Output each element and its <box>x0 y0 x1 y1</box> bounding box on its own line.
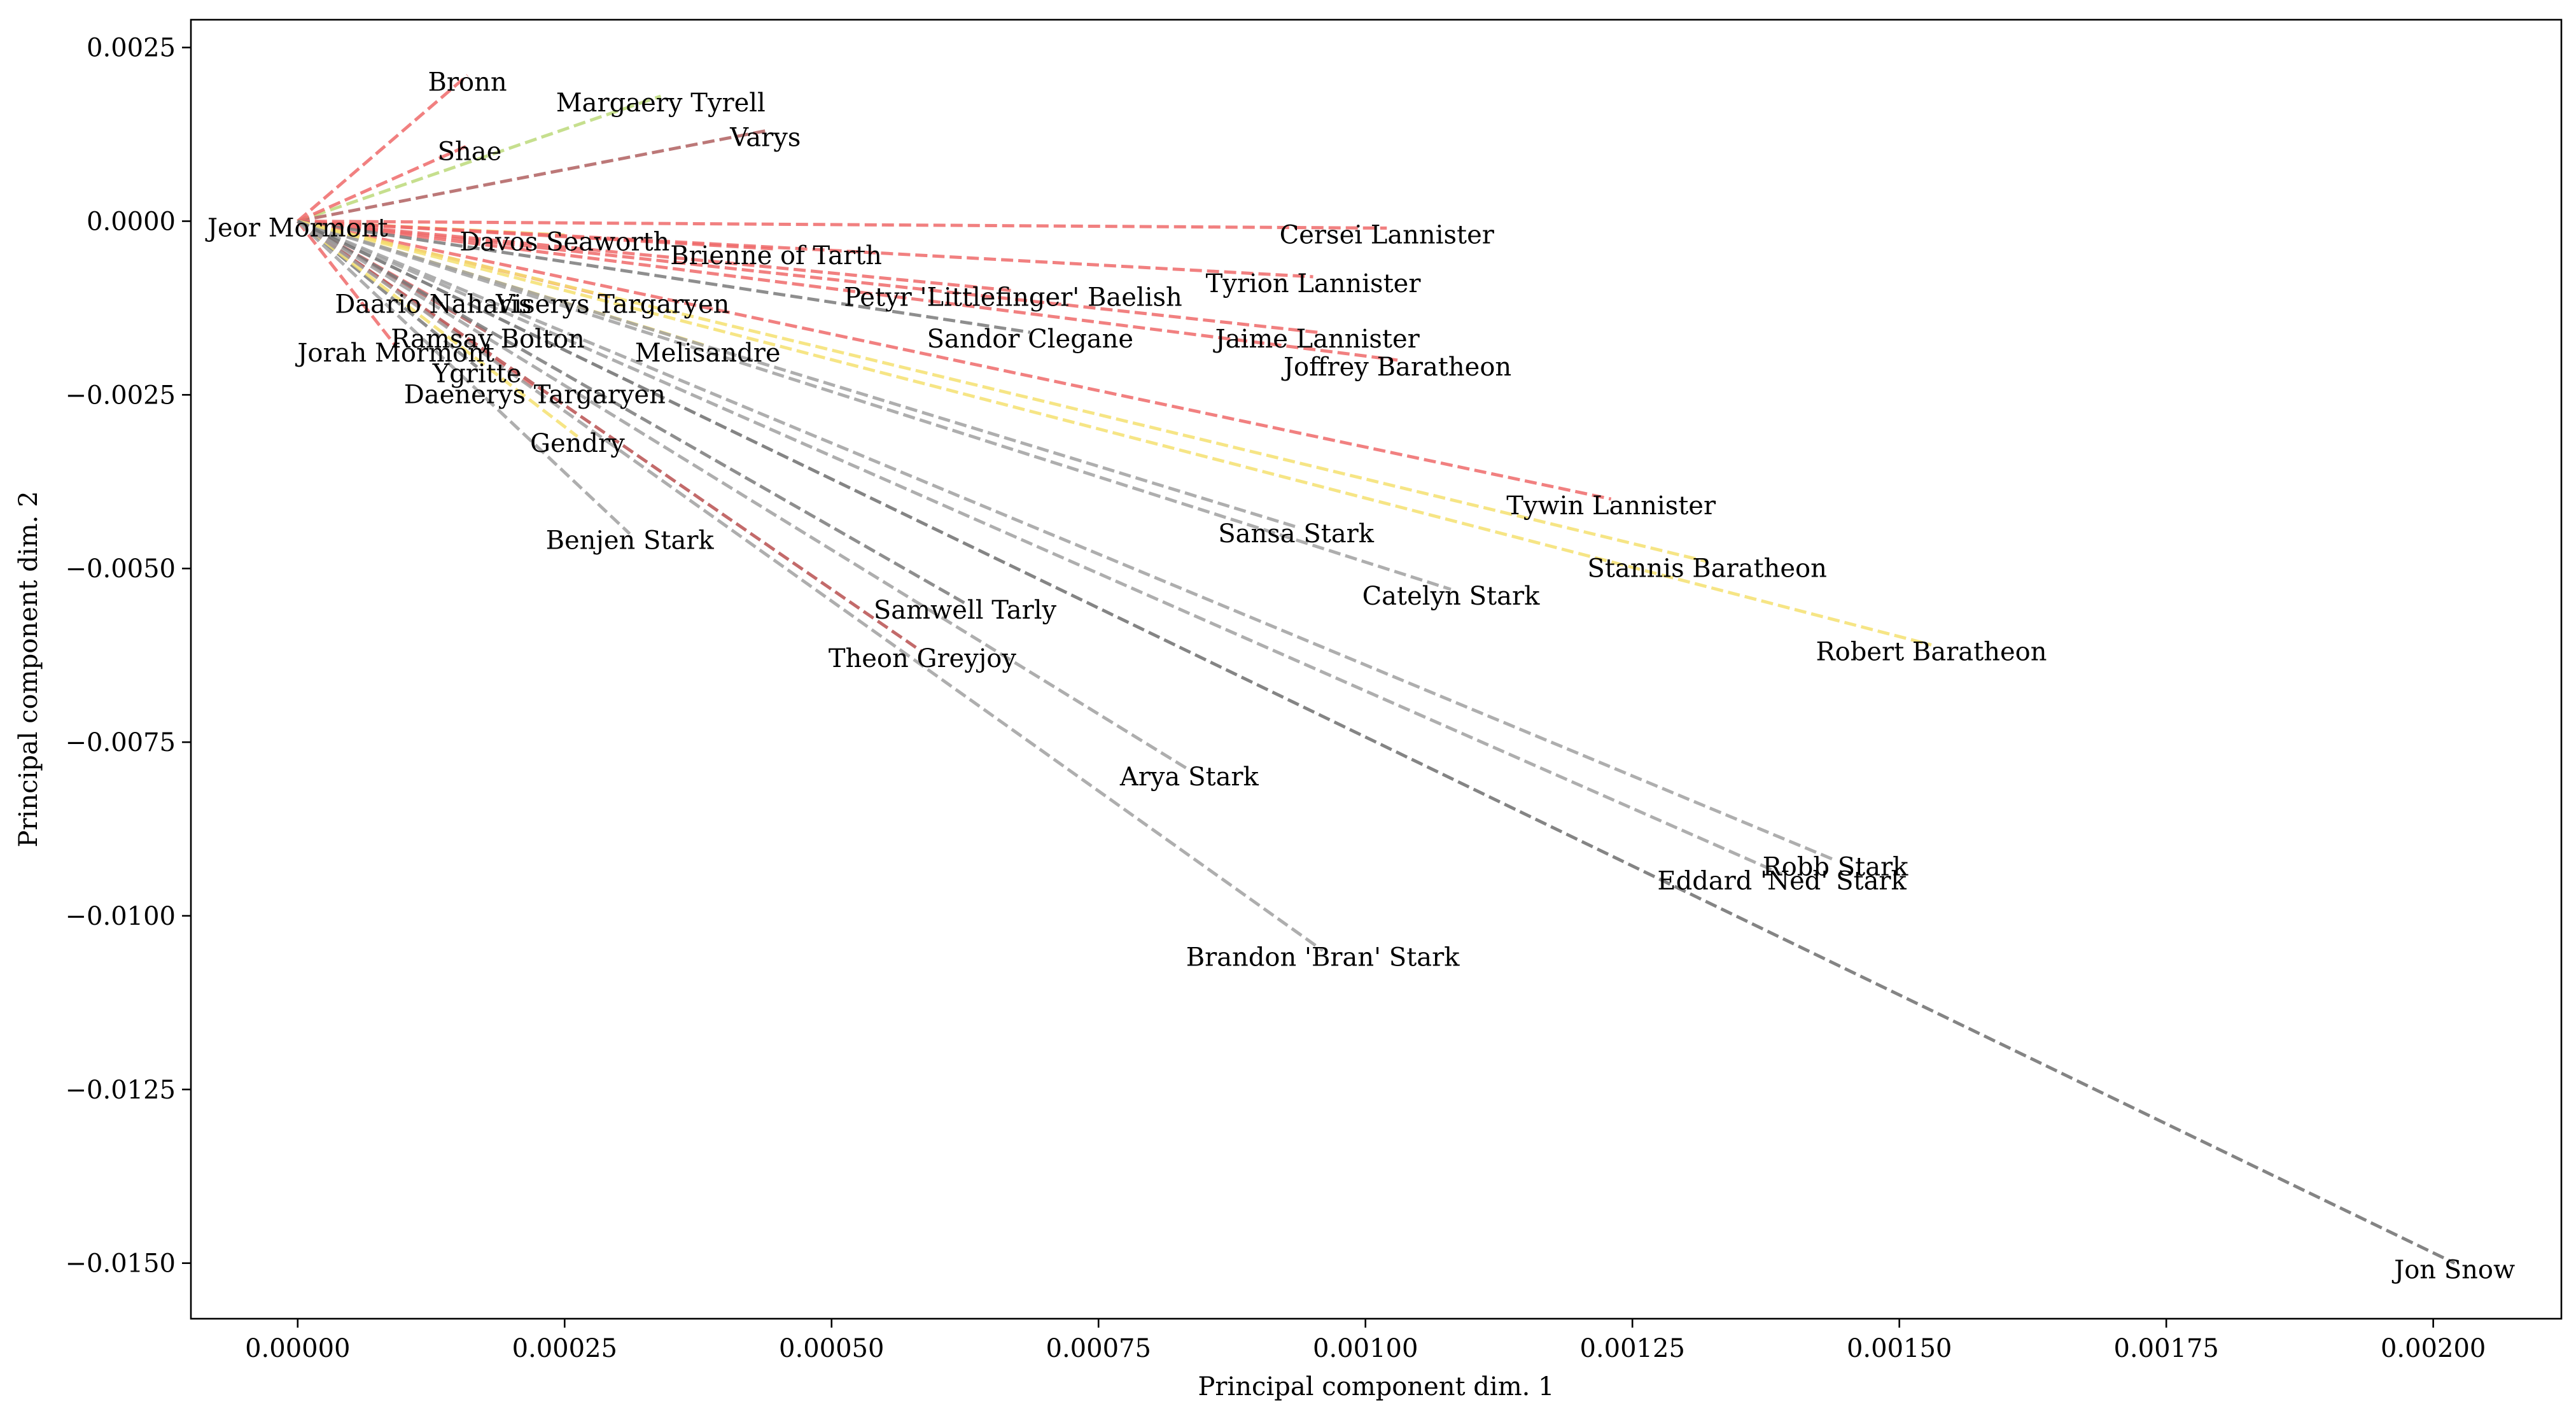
point-labels: Bronn Margaery Tyrell Varys Shae Jeor Mormon… <box>205 67 2515 1284</box>
x-tick-label-2: 0.00050 <box>779 1334 884 1363</box>
ray-lines <box>296 74 2456 1265</box>
y-axis: 0.0025 0.0000 −0.0025 −0.0050 −0.0075 −0.0100… <box>66 34 191 1279</box>
ray-22 <box>297 220 1297 529</box>
y-tick-label-0: 0.0025 <box>87 34 176 63</box>
ray-33 <box>297 220 2456 1265</box>
point-label-12: Jaime Lannister <box>1213 325 1420 354</box>
ray-23 <box>297 220 1708 563</box>
y-tick-label-7: −0.0150 <box>66 1249 176 1279</box>
x-tick-label-7: 0.00175 <box>2113 1334 2218 1363</box>
plot-frame <box>190 18 2563 1320</box>
point-label-15: Melisandre <box>635 339 781 368</box>
ray-1 <box>297 94 662 223</box>
ray-17 <box>296 220 398 347</box>
ray-28 <box>297 220 923 654</box>
y-tick-label-2: −0.0025 <box>66 381 176 410</box>
point-label-24: Catelyn Stark <box>1362 582 1541 611</box>
point-label-11: Daario Naharis <box>335 290 531 319</box>
point-label-17: Jorah Mormont <box>295 339 494 368</box>
point-label-25: Robert Baratheon <box>1816 637 2047 666</box>
ray-26 <box>297 220 631 535</box>
point-label-8: Tyrion Lannister <box>1206 269 1422 298</box>
point-label-5: Davos Seaworth <box>459 227 669 256</box>
ray-32 <box>297 220 1324 952</box>
point-label-3: Shae <box>438 137 502 166</box>
point-label-9: Petyr 'Littlefinger' Baelish <box>844 283 1182 312</box>
point-label-33: Jon Snow <box>2391 1256 2515 1285</box>
x-tick-label-1: 0.00025 <box>512 1334 617 1363</box>
ray-24 <box>297 220 1452 591</box>
ray-2 <box>297 129 766 223</box>
y-tick-label-3: −0.0050 <box>66 554 176 584</box>
point-label-14: Sandor Clegane <box>927 325 1134 354</box>
ray-3 <box>297 143 470 223</box>
point-label-16: Ramsay Bolton <box>391 325 585 354</box>
point-label-7: Brienne of Tarth <box>670 241 882 270</box>
x-tick-label-5: 0.00125 <box>1579 1334 1684 1363</box>
x-axis: 0.00000 0.00025 0.00050 0.00075 0.00100 0.001… <box>245 1319 2486 1363</box>
y-tick-label-4: −0.0075 <box>66 728 176 757</box>
ray-27 <box>297 220 966 605</box>
ray-14 <box>297 220 1031 334</box>
point-label-30: Robb Stark <box>1763 853 1909 882</box>
point-label-4: Jeor Mormont <box>205 214 388 243</box>
ray-13 <box>297 220 1398 362</box>
point-label-20: Gendry <box>530 429 625 458</box>
point-label-29: Arya Stark <box>1119 762 1259 792</box>
point-label-18: Ygritte <box>432 360 522 389</box>
y-tick-label-6: −0.0125 <box>66 1076 176 1105</box>
x-axis-label: Principal component dim. 1 <box>1198 1372 1554 1401</box>
point-label-10: Viserys Targaryen <box>495 290 729 319</box>
point-label-0: Bronn <box>428 67 507 97</box>
y-tick-label-1: 0.0000 <box>87 207 176 237</box>
point-label-27: Samwell Tarly <box>874 596 1057 625</box>
point-label-21: Tywin Lannister <box>1506 491 1716 521</box>
point-label-32: Brandon 'Bran' Stark <box>1186 943 1460 972</box>
point-label-6: Cersei Lannister <box>1280 220 1495 249</box>
y-tick-label-5: −0.0100 <box>66 902 176 931</box>
x-tick-label-0: 0.00000 <box>245 1334 350 1363</box>
point-label-23: Stannis Baratheon <box>1587 554 1826 583</box>
ray-8 <box>297 220 1313 279</box>
ray-20 <box>297 220 578 438</box>
x-tick-label-8: 0.00200 <box>2381 1334 2486 1363</box>
point-label-22: Sansa Stark <box>1218 519 1375 549</box>
point-label-19: Daenerys Targaryen <box>404 380 666 409</box>
point-label-31: Eddard 'Ned' Stark <box>1657 866 1907 895</box>
point-label-26: Benjen Stark <box>546 526 715 556</box>
ray-21 <box>297 220 1612 501</box>
ray-6 <box>297 220 1387 230</box>
point-label-1: Margaery Tyrell <box>556 88 766 118</box>
y-axis-label: Principal component dim. 2 <box>14 491 43 847</box>
ray-30 <box>297 220 1836 862</box>
ray-0 <box>297 74 469 223</box>
point-label-28: Theon Greyjoy <box>829 644 1017 673</box>
ray-31 <box>297 220 1783 876</box>
point-label-2: Varys <box>729 123 801 153</box>
ray-29 <box>297 220 1191 771</box>
x-tick-label-4: 0.00100 <box>1313 1334 1418 1363</box>
ray-25 <box>297 220 1932 647</box>
point-label-13: Joffrey Baratheon <box>1281 353 1511 382</box>
x-tick-label-3: 0.00075 <box>1046 1334 1151 1363</box>
x-tick-label-6: 0.00150 <box>1847 1334 1952 1363</box>
